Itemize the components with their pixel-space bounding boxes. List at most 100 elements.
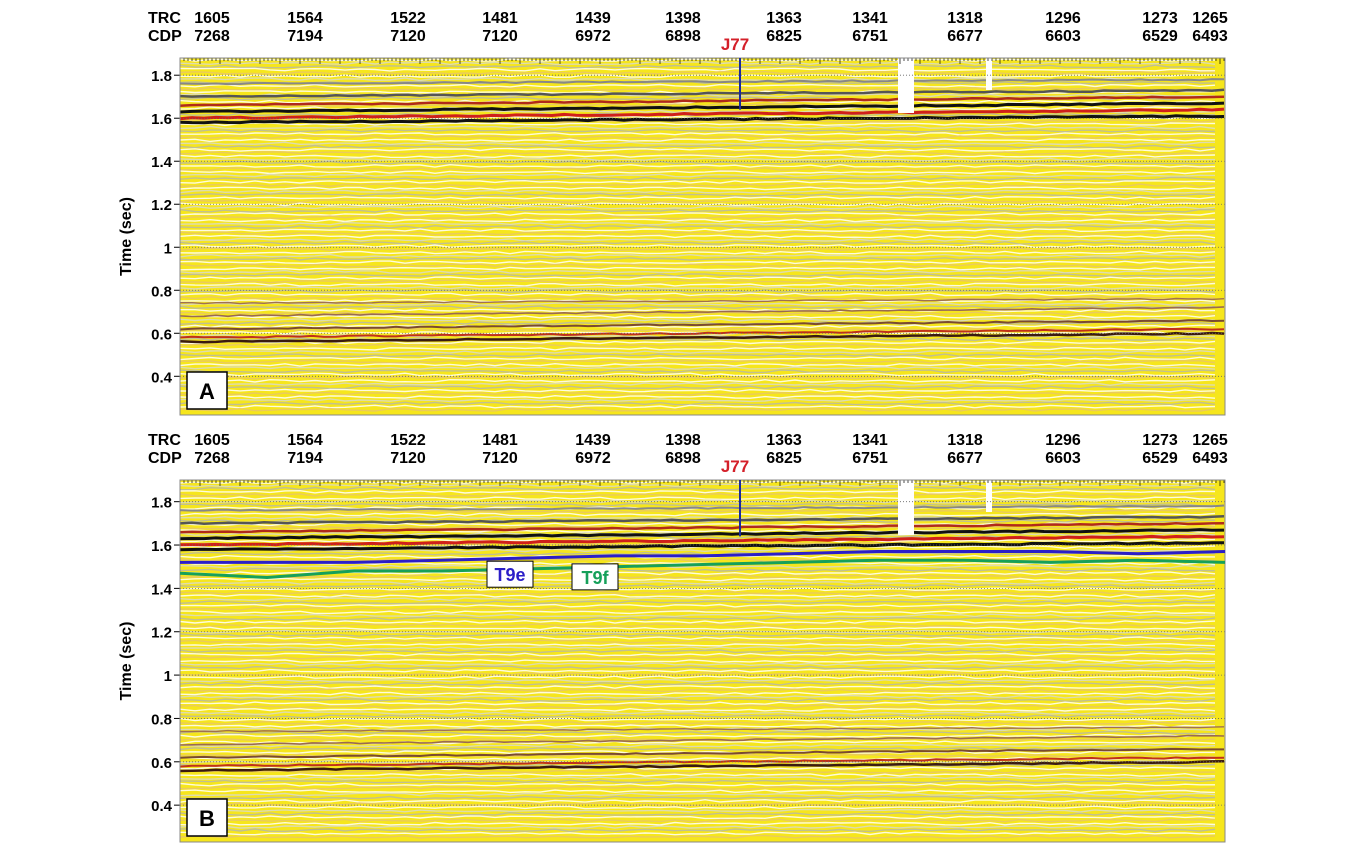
strong-reflector	[179, 541, 1224, 552]
reflector	[179, 675, 1215, 680]
reflector	[179, 698, 1216, 702]
reflector	[179, 122, 1216, 127]
trc-label: 1341	[852, 432, 888, 449]
reflector	[179, 659, 1216, 663]
reflector	[179, 228, 1216, 233]
reflector	[179, 292, 1216, 297]
cdp-header: CDP	[148, 28, 182, 45]
y-tick-label: 0.6	[151, 326, 172, 343]
y-tick-label: 1.6	[151, 538, 172, 555]
trc-label: 1363	[766, 432, 802, 449]
reflector	[179, 769, 1216, 774]
cdp-label: 7120	[482, 28, 518, 45]
reflector	[179, 147, 1216, 152]
reflector	[179, 636, 1216, 641]
horizon-label: T9e	[494, 565, 525, 585]
reflector	[179, 776, 1216, 781]
reflector	[179, 186, 1216, 191]
reflector	[179, 282, 1216, 287]
reflector	[179, 610, 1216, 615]
reflector	[180, 502, 1216, 507]
reflector	[179, 369, 1216, 374]
reflector	[179, 167, 1216, 172]
reflector	[179, 743, 1216, 748]
reflector	[179, 125, 1216, 130]
panel-frame	[179, 479, 1226, 843]
reflector	[179, 350, 1216, 354]
trc-label: 1296	[1045, 432, 1081, 449]
reflector	[179, 141, 1216, 146]
reflector	[179, 493, 1216, 498]
strong-reflector	[179, 331, 1225, 344]
reflector	[179, 385, 1216, 390]
reflector	[179, 480, 1216, 484]
reflector	[180, 132, 1216, 136]
reflector	[179, 356, 1216, 361]
panel-label-box	[186, 371, 228, 410]
trc-label: 1296	[1045, 10, 1081, 27]
reflector	[179, 237, 1216, 242]
salt-anomaly	[898, 480, 914, 535]
reflector	[179, 639, 1216, 644]
reflector	[179, 151, 1216, 155]
reflector	[179, 378, 1216, 383]
reflector	[179, 499, 1216, 504]
reflector	[179, 144, 1216, 149]
reflector	[179, 789, 1216, 794]
trc-label: 1398	[665, 10, 701, 27]
reflector	[179, 64, 1216, 69]
trc-label: 1564	[287, 432, 323, 449]
reflector	[179, 154, 1216, 159]
y-tick-label: 1.4	[151, 154, 173, 171]
reflector	[179, 824, 1216, 829]
reflector	[179, 616, 1216, 621]
reflector	[179, 714, 1216, 719]
reflector	[179, 234, 1216, 239]
reflector	[179, 160, 1216, 165]
reflector	[179, 314, 1216, 319]
trc-label: 1318	[947, 432, 983, 449]
trc-label: 1318	[947, 10, 983, 27]
y-tick-label: 0.4	[151, 798, 173, 815]
cdp-label: 7120	[390, 450, 426, 467]
reflector	[179, 772, 1216, 777]
reflector	[179, 346, 1216, 351]
reflector	[179, 688, 1216, 693]
reflector	[179, 509, 1216, 514]
panel-label: A	[199, 379, 215, 404]
reflector	[179, 195, 1216, 200]
cdp-label: 6603	[1045, 28, 1081, 45]
strong-reflector	[179, 514, 1225, 526]
reflector	[179, 401, 1216, 406]
reflector	[179, 221, 1216, 226]
cdp-label: 6972	[575, 28, 611, 45]
reflector	[179, 564, 1216, 569]
cdp-label: 7268	[194, 28, 230, 45]
reflector	[179, 798, 1216, 803]
reflector	[179, 157, 1215, 162]
trc-label: 1273	[1142, 432, 1178, 449]
cdp-label: 6493	[1192, 450, 1228, 467]
reflector	[179, 821, 1216, 826]
horizon-label: T9f	[582, 568, 610, 588]
cdp-label: 6972	[575, 450, 611, 467]
reflector	[179, 577, 1216, 582]
cdp-label: 6493	[1192, 28, 1228, 45]
reflector	[179, 597, 1216, 602]
reflector	[179, 831, 1216, 836]
cdp-label: 6677	[947, 450, 983, 467]
reflector	[179, 701, 1216, 706]
reflector	[179, 273, 1216, 277]
trc-label: 1398	[665, 432, 701, 449]
reflector	[179, 720, 1216, 725]
strong-reflector	[179, 101, 1225, 114]
reflector	[179, 382, 1216, 387]
reflector	[179, 818, 1216, 823]
reflector	[179, 83, 1216, 88]
reflector	[180, 311, 1216, 316]
trc-label: 1265	[1192, 432, 1228, 449]
reflector	[179, 302, 1215, 306]
cdp-label: 6751	[852, 450, 888, 467]
cdp-label: 6825	[766, 450, 802, 467]
